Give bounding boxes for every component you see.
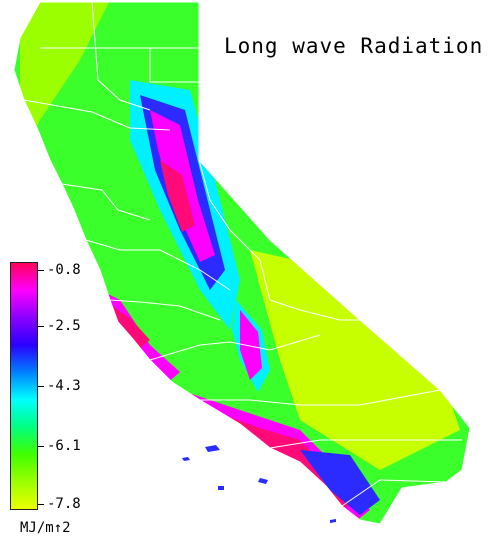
county-line-7 (109, 299, 221, 321)
county-line-11 (341, 479, 447, 507)
coast-pink-band (110, 305, 150, 348)
county-line-4 (23, 99, 171, 131)
state-outline (13, 1, 471, 525)
county-line-9 (200, 389, 441, 406)
valley-magenta-zone (240, 310, 262, 380)
county-line-10 (269, 439, 462, 449)
legend-tick-1 (38, 270, 44, 271)
channel-islands (182, 445, 336, 523)
island-5 (330, 519, 336, 523)
map-title: Long wave Radiation (224, 34, 484, 58)
sierra-pink-core (160, 160, 195, 232)
northwest-yellowgreen-zone (20, 2, 110, 160)
island-1 (205, 445, 220, 452)
island-4 (258, 478, 268, 484)
color-legend-bar (10, 262, 38, 510)
county-line-3 (149, 48, 199, 83)
island-2 (182, 457, 190, 461)
county-line-6 (85, 239, 231, 291)
legend-tick-2 (38, 326, 44, 327)
legend-label-2: -2.5 (47, 318, 81, 334)
legend-label-1: -0.8 (47, 262, 81, 278)
legend-label-4: -6.1 (47, 438, 81, 454)
legend-units: MJ/m↑2 (20, 520, 71, 536)
legend-label-3: -4.3 (47, 378, 81, 394)
county-line-5 (61, 183, 151, 221)
southern-mountains-blue-zone (300, 450, 380, 515)
county-line-13 (269, 299, 360, 321)
county-line-8 (149, 334, 321, 361)
legend-label-5: -7.8 (47, 496, 81, 512)
county-line-12 (198, 159, 271, 301)
east-yellow-zone (250, 250, 460, 470)
legend-tick-5 (38, 504, 44, 505)
island-3 (218, 486, 224, 490)
legend-tick-4 (38, 446, 44, 447)
legend-tick-3 (38, 386, 44, 387)
county-line-2 (91, 1, 151, 111)
county-boundaries (13, 1, 471, 525)
